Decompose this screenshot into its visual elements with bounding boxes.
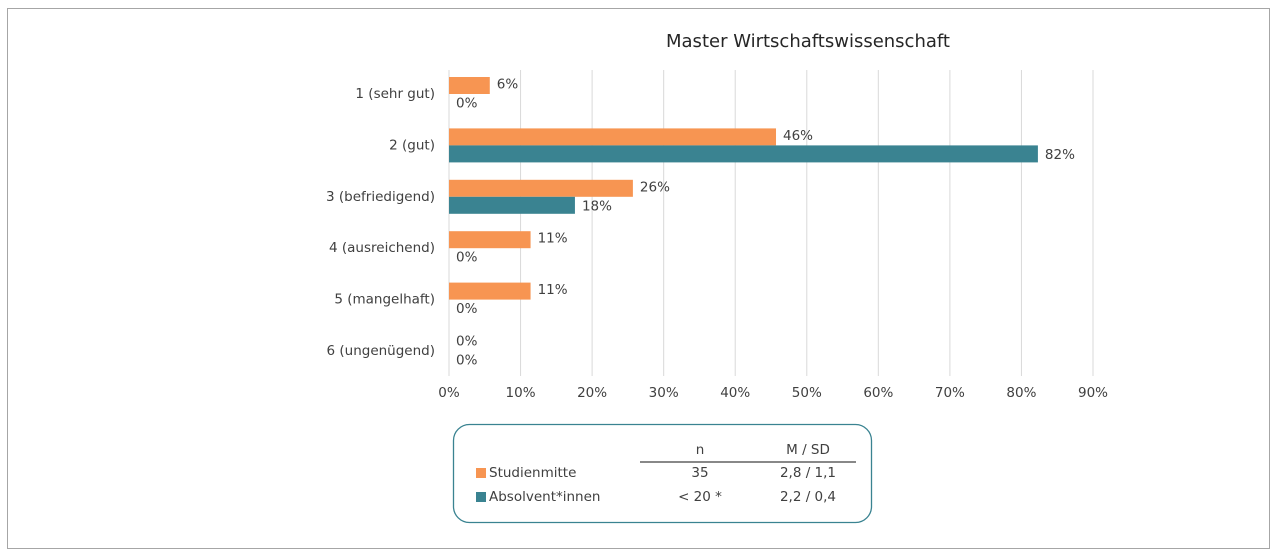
value-label: 18% — [582, 198, 612, 214]
value-label: 82% — [1045, 147, 1075, 163]
value-label: 0% — [456, 96, 478, 112]
legend-label: Studienmitte — [489, 465, 576, 481]
y-tick-label: 2 (gut) — [389, 137, 435, 153]
legend-cell: 35 — [691, 465, 708, 481]
legend-swatch — [476, 492, 486, 502]
legend-cell: 2,2 / 0,4 — [780, 489, 836, 505]
legend-cell: 2,8 / 1,1 — [780, 465, 836, 481]
y-tick-label: 5 (mangelhaft) — [334, 292, 435, 308]
bar — [449, 196, 575, 214]
value-label: 0% — [456, 353, 478, 369]
x-tick-label: 40% — [720, 385, 750, 401]
bar — [449, 145, 1038, 163]
y-tick-label: 4 (ausreichend) — [329, 240, 435, 256]
legend-label: Absolvent*innen — [489, 489, 600, 505]
bar — [449, 77, 490, 94]
x-tick-label: 30% — [649, 385, 679, 401]
y-tick-label: 6 (ungenügend) — [326, 343, 435, 359]
bar — [449, 179, 633, 197]
value-label: 26% — [640, 179, 670, 195]
x-tick-label: 20% — [577, 385, 607, 401]
value-label: 11% — [538, 282, 568, 298]
legend-column-header: M / SD — [786, 442, 830, 458]
legend-cell: < 20 * — [678, 489, 722, 505]
x-tick-label: 90% — [1078, 385, 1108, 401]
x-tick-label: 0% — [438, 385, 460, 401]
legend-box — [452, 423, 873, 524]
y-tick-label: 3 (befriedigend) — [326, 189, 435, 205]
chart-title: Master Wirtschaftswissenschaft — [666, 31, 950, 52]
value-label: 0% — [456, 301, 478, 317]
x-tick-label: 60% — [863, 385, 893, 401]
legend-swatch — [476, 468, 486, 478]
value-label: 11% — [538, 231, 568, 247]
value-label: 0% — [456, 250, 478, 266]
legend-column-header: n — [696, 442, 705, 458]
x-tick-label: 10% — [506, 385, 536, 401]
chart-frame — [7, 8, 1270, 549]
y-tick-label: 1 (sehr gut) — [355, 86, 435, 102]
bar — [449, 282, 531, 300]
x-tick-label: 70% — [935, 385, 965, 401]
value-label: 0% — [456, 334, 478, 350]
bar — [449, 128, 777, 146]
value-label: 46% — [783, 128, 813, 144]
bar — [449, 231, 531, 249]
x-tick-label: 50% — [792, 385, 822, 401]
value-label: 6% — [497, 77, 519, 93]
x-tick-label: 80% — [1006, 385, 1036, 401]
